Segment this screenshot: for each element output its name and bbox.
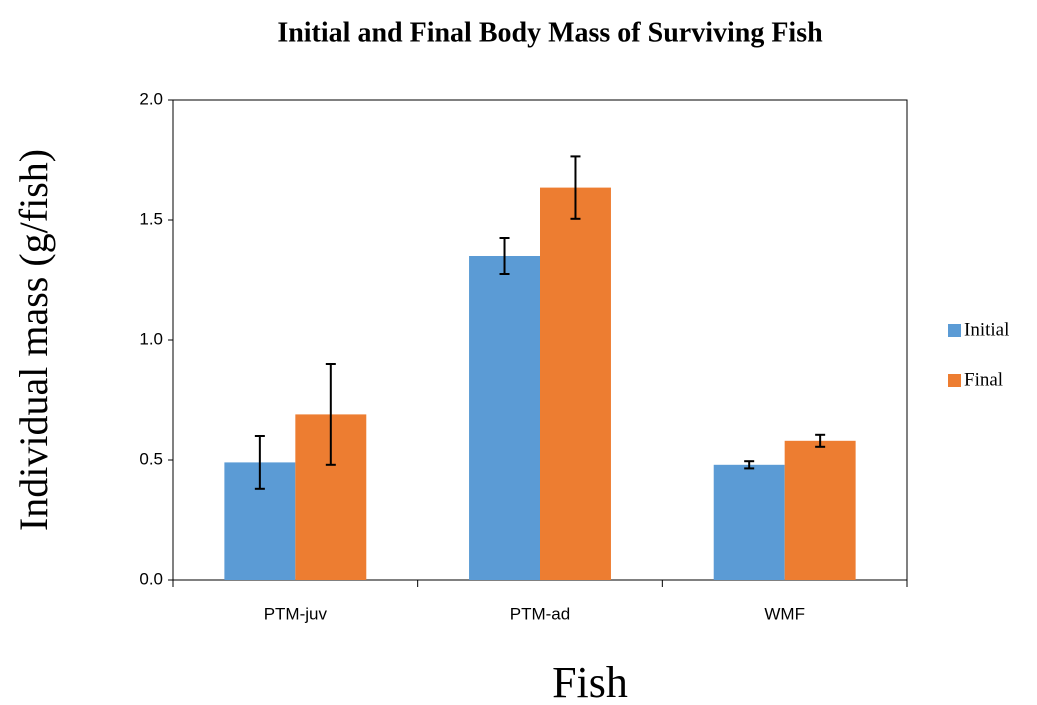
x-tick-label: PTM-ad <box>510 604 570 623</box>
legend-swatch <box>948 374 961 387</box>
error-bar <box>499 237 510 275</box>
bar <box>784 440 856 580</box>
error-bar <box>744 460 755 470</box>
y-tick-label: 0.0 <box>139 569 163 588</box>
bar <box>713 464 785 580</box>
bar <box>469 256 540 580</box>
y-tick-label: 0.5 <box>139 449 163 468</box>
error-bar <box>325 363 336 466</box>
y-axis-label: Individual mass (g/fish) <box>11 149 56 531</box>
x-axis-label: Fish <box>552 658 628 705</box>
error-bar <box>815 433 826 448</box>
error-bar <box>570 155 581 220</box>
y-tick-label: 1.5 <box>139 209 163 228</box>
y-tick-label: 1.0 <box>139 329 163 348</box>
y-tick-label: 2.0 <box>139 89 163 108</box>
chart-title: Initial and Final Body Mass of Surviving… <box>277 17 823 48</box>
x-tick-label: PTM-juv <box>264 604 328 623</box>
x-tick-label: WMF <box>764 604 805 623</box>
legend-label: Final <box>964 369 1003 390</box>
legend-label: Initial <box>964 319 1009 340</box>
bar <box>540 187 611 580</box>
legend-swatch <box>948 324 961 337</box>
error-bar <box>254 435 265 490</box>
